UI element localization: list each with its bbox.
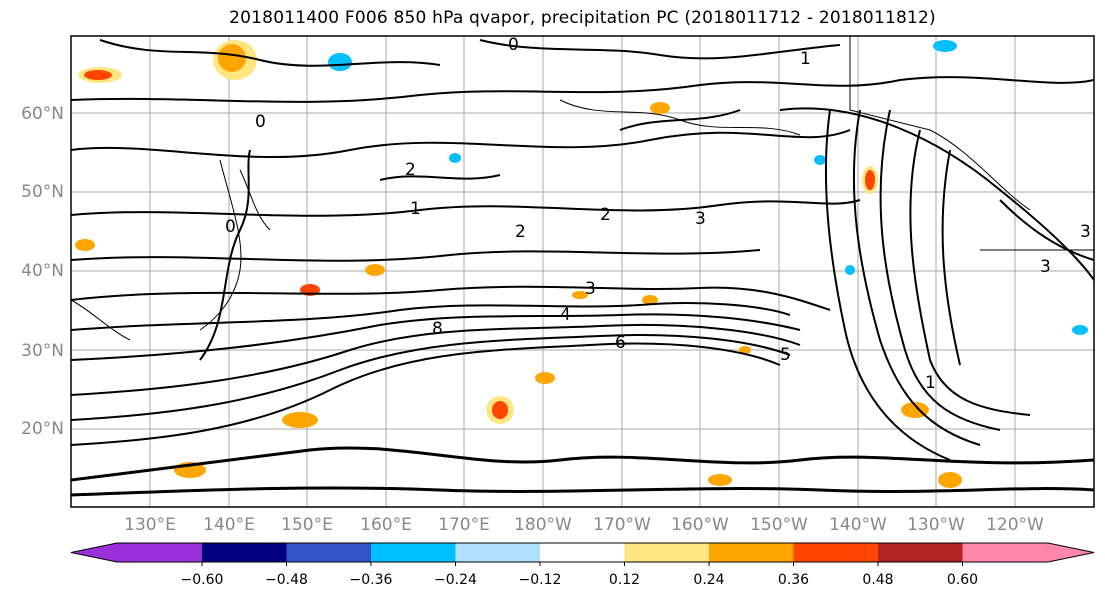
lat-label-20n: 20°N xyxy=(21,419,64,439)
colorbar-tick-label: 0.60 xyxy=(946,572,979,588)
contour-label: 5 xyxy=(780,345,791,365)
colorbar-segment xyxy=(624,543,709,562)
colorbar-tick-label: −0.60 xyxy=(180,572,224,588)
colorbar-tick-label: −0.48 xyxy=(265,572,308,588)
qvapor-contours xyxy=(71,39,1094,497)
colorbar-tick-label: 0.24 xyxy=(693,572,725,588)
colorbar-under-extension xyxy=(71,543,117,562)
lat-label-30n: 30°N xyxy=(21,341,64,361)
lon-label-170e: 170°E xyxy=(438,515,490,535)
contour-label: 2 xyxy=(600,205,611,225)
lon-label-160w: 160°W xyxy=(671,515,729,535)
contour-label: 4 xyxy=(560,305,571,325)
colorbar-tick-label: 0.12 xyxy=(608,572,641,588)
lon-label-140e: 140°E xyxy=(203,515,255,535)
lon-label-150w: 150°W xyxy=(750,515,808,535)
contour-label: 3 xyxy=(695,209,706,229)
colorbar-segment xyxy=(371,543,456,562)
lon-label-140w: 140°W xyxy=(829,515,887,535)
map-title: 2018011400 F006 850 hPa qvapor, precipit… xyxy=(229,8,936,28)
colorbar-segment xyxy=(878,543,963,562)
colorbar-tick-label: 0.36 xyxy=(777,572,810,588)
map-frame xyxy=(70,35,1095,508)
contour-label: 6 xyxy=(615,333,626,353)
lat-label-50n: 50°N xyxy=(21,182,64,202)
colorbar-segment xyxy=(455,543,540,562)
contour-label: 3 xyxy=(585,279,596,299)
lon-label-130w: 130°W xyxy=(907,515,965,535)
lat-label-60n: 60°N xyxy=(21,104,64,124)
lon-label-160e: 160°E xyxy=(360,515,412,535)
graticule xyxy=(71,36,1094,507)
contour-label: 8 xyxy=(432,319,443,339)
colorbar-tick-label: −0.24 xyxy=(434,572,477,588)
colorbar-ticks xyxy=(201,562,963,566)
lat-label-40n: 40°N xyxy=(21,261,64,281)
contour-label: 3 xyxy=(1080,222,1091,242)
contour-label: 0 xyxy=(255,112,266,132)
lon-label-130e: 130°E xyxy=(124,515,176,535)
map-plot-area: 0 0 1 1 2 2 3 3 4 5 6 8 0 2 3 1 3 xyxy=(71,35,1094,507)
colorbar-tick-label: −0.36 xyxy=(349,572,393,588)
colorbar-outline xyxy=(70,542,1095,563)
lon-label-150e: 150°E xyxy=(281,515,333,535)
precip-patches xyxy=(75,40,1088,488)
contour-label: 2 xyxy=(515,222,526,242)
colorbar-tick-label: 0.48 xyxy=(862,572,894,588)
lon-label-170w: 170°W xyxy=(593,515,651,535)
colorbar-segment xyxy=(202,543,287,562)
colorbar-segment xyxy=(793,543,878,562)
contour-label: 1 xyxy=(800,49,811,69)
lon-label-180w: 180°W xyxy=(514,515,572,535)
contour-label: 3 xyxy=(1040,257,1051,277)
contour-labels: 0 0 1 1 2 2 3 3 4 5 6 8 0 2 3 1 3 xyxy=(225,35,1091,393)
colorbar-over-extension xyxy=(1048,543,1094,562)
colorbar-segment xyxy=(117,543,202,562)
contour-label: 0 xyxy=(508,35,519,55)
contour-label: 1 xyxy=(925,373,936,393)
contour-label: 1 xyxy=(410,199,421,219)
colorbar-segment xyxy=(540,543,625,562)
colorbar-segment xyxy=(709,543,794,562)
lon-label-120w: 120°W xyxy=(986,515,1044,535)
coastlines xyxy=(71,36,1094,341)
contour-label: 2 xyxy=(405,160,416,180)
colorbar xyxy=(70,542,1095,563)
colorbar-tick-label: −0.12 xyxy=(518,572,562,588)
contour-label: 0 xyxy=(225,217,236,237)
colorbar-segment xyxy=(286,543,371,562)
colorbar-segment xyxy=(962,543,1048,562)
